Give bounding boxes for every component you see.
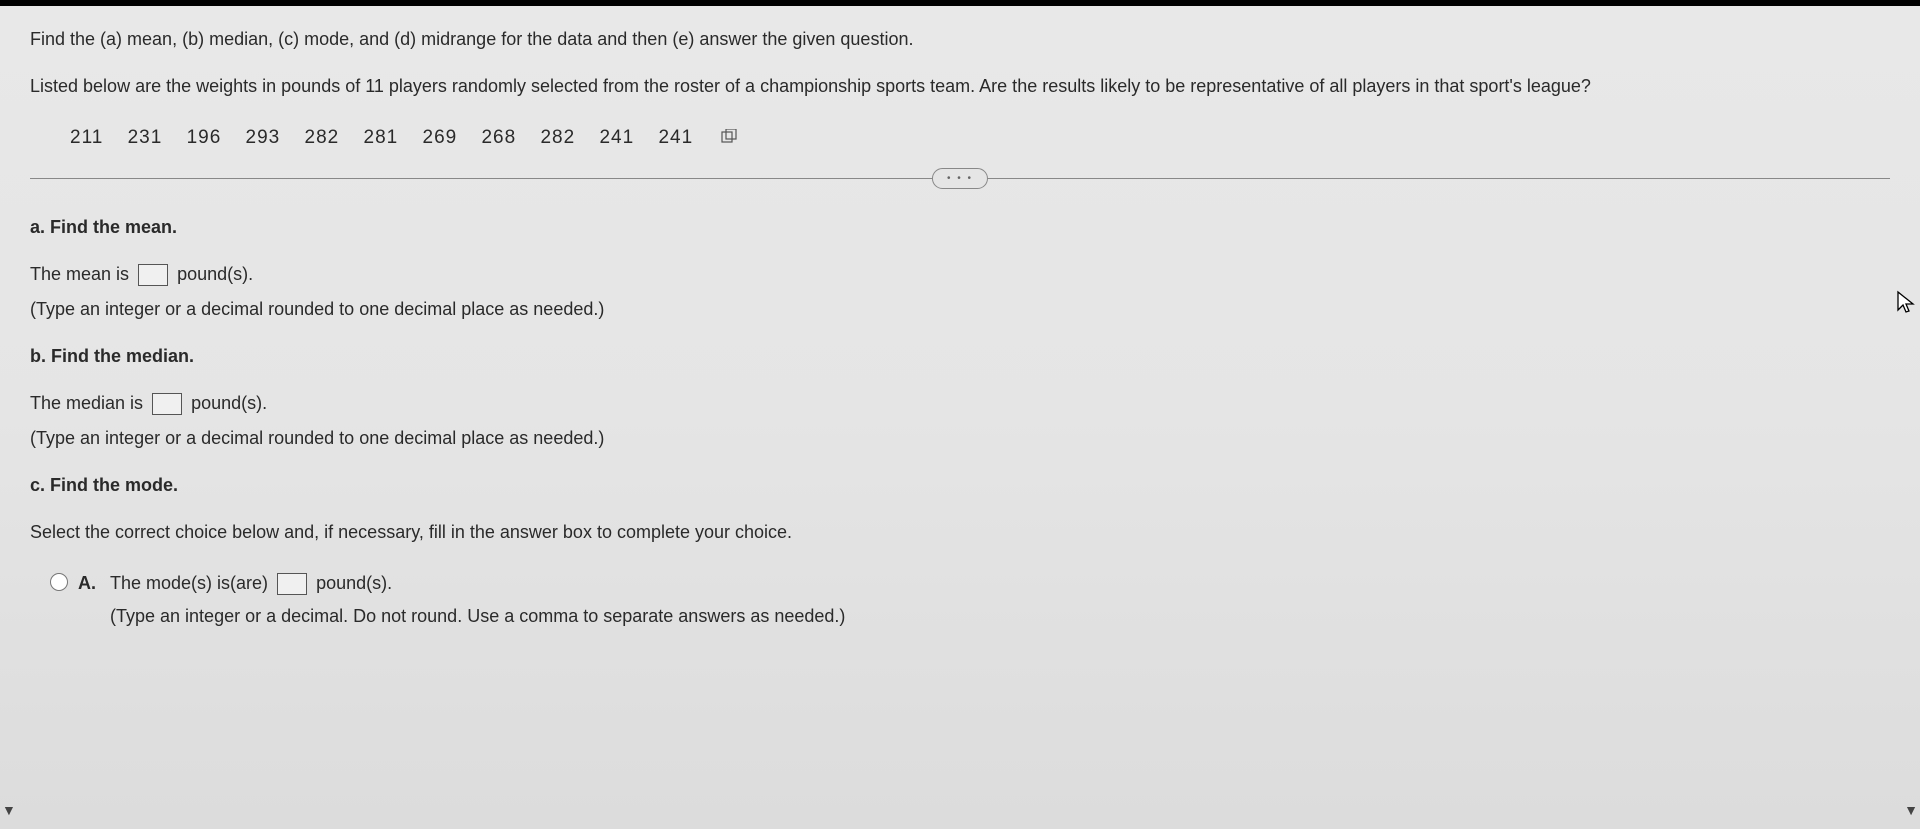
part-a-instruction: (Type an integer or a decimal rounded to… — [30, 296, 1890, 323]
part-b-label: b. Find the median. — [30, 343, 1890, 370]
part-c-label: c. Find the mode. — [30, 472, 1890, 499]
choice-a-prefix: The mode(s) is(are) — [110, 573, 268, 593]
data-value: 282 — [540, 127, 575, 148]
part-b-prefix: The median is — [30, 393, 143, 413]
expand-button[interactable]: • • • — [932, 168, 988, 189]
data-value: 282 — [305, 127, 340, 148]
question-context: Listed below are the weights in pounds o… — [30, 73, 1890, 100]
part-a-prefix: The mean is — [30, 264, 129, 284]
data-value: 196 — [187, 127, 222, 148]
data-value: 281 — [364, 127, 399, 148]
cursor-icon — [1896, 290, 1916, 324]
median-input[interactable] — [152, 393, 182, 415]
part-b-answer-line: The median is pound(s). — [30, 390, 1890, 417]
mean-input[interactable] — [138, 264, 168, 286]
data-value: 211 — [70, 127, 103, 148]
scroll-down-left-icon[interactable]: ▼ — [2, 800, 16, 821]
scroll-down-icon[interactable]: ▼ — [1904, 800, 1918, 821]
choice-a-row: A. The mode(s) is(are) pound(s). (Type a… — [30, 570, 1890, 630]
choice-a-instruction: (Type an integer or a decimal. Do not ro… — [110, 603, 1890, 630]
choice-a-text: The mode(s) is(are) pound(s). — [110, 570, 1890, 597]
choice-a-radio[interactable] — [50, 573, 68, 591]
question-content: Find the (a) mean, (b) median, (c) mode,… — [0, 6, 1920, 650]
data-value: 231 — [128, 127, 163, 148]
part-a-answer-line: The mean is pound(s). — [30, 261, 1890, 288]
choice-a-content: The mode(s) is(are) pound(s). (Type an i… — [110, 570, 1890, 630]
part-a-suffix: pound(s). — [177, 264, 253, 284]
choice-a-letter: A. — [78, 570, 96, 597]
part-b-suffix: pound(s). — [191, 393, 267, 413]
part-c-instruction: Select the correct choice below and, if … — [30, 519, 1890, 546]
data-value: 293 — [246, 127, 281, 148]
question-intro: Find the (a) mean, (b) median, (c) mode,… — [30, 26, 1890, 53]
data-value: 269 — [423, 127, 458, 148]
data-value: 241 — [599, 127, 634, 148]
mode-input[interactable] — [277, 573, 307, 595]
copy-icon[interactable] — [721, 124, 739, 153]
part-a-label: a. Find the mean. — [30, 214, 1890, 241]
section-divider: • • • — [30, 178, 1890, 179]
data-value: 241 — [658, 127, 693, 148]
choice-a-suffix: pound(s). — [316, 573, 392, 593]
data-values-row: 211 231 196 293 282 281 269 268 282 241 … — [30, 124, 1890, 153]
part-b-instruction: (Type an integer or a decimal rounded to… — [30, 425, 1890, 452]
data-value: 268 — [481, 127, 516, 148]
